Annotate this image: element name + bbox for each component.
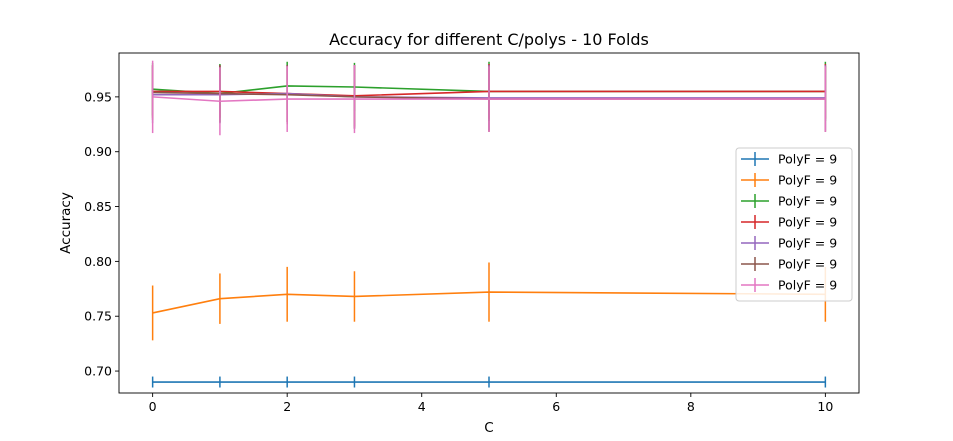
y-tick-label: 0.90 (84, 144, 112, 159)
legend-item[interactable]: PolyF = 9 (741, 194, 837, 209)
legend-item[interactable]: PolyF = 9 (741, 236, 837, 251)
x-axis-label: C (484, 420, 493, 436)
series-7 (151, 60, 827, 136)
legend-box (735, 147, 853, 302)
y-tick-label: 0.80 (84, 254, 112, 269)
legend-label: PolyF = 9 (778, 173, 837, 188)
y-axis: 0.70 0.75 0.80 0.85 0.90 0.95 (84, 89, 119, 379)
plot-frame (118, 52, 860, 394)
legend-label: PolyF = 9 (778, 215, 837, 230)
legend-label: PolyF = 9 (778, 236, 837, 251)
series-line (152, 291, 826, 314)
legend-item[interactable]: PolyF = 9 (741, 173, 837, 188)
y-tick-label: 0.85 (84, 199, 112, 214)
x-tick-label: 6 (552, 399, 560, 414)
legend-label: PolyF = 9 (778, 152, 837, 167)
x-tick-label: 0 (149, 399, 157, 414)
y-tick-label: 0.75 (84, 309, 112, 324)
x-tick-label: 8 (687, 399, 695, 414)
legend[interactable]: PolyF = 9 PolyF = 9 PolyF = 9 PolyF = 9 Poly… (735, 147, 853, 302)
legend-item[interactable]: PolyF = 9 (741, 278, 837, 293)
y-tick-label: 0.70 (84, 364, 112, 379)
chart-title: Accuracy for different C/polys - 10 Fold… (329, 30, 649, 49)
legend-item[interactable]: PolyF = 9 (741, 215, 837, 230)
series-line (152, 96, 826, 103)
legend-item[interactable]: PolyF = 9 (741, 257, 837, 272)
legend-label: PolyF = 9 (778, 278, 837, 293)
legend-label: PolyF = 9 (778, 257, 837, 272)
series-1 (151, 376, 827, 388)
y-tick-label: 0.95 (84, 89, 112, 104)
x-tick-label: 10 (817, 399, 833, 414)
x-axis: 0 2 4 6 8 10 (149, 393, 833, 414)
series-layer (151, 60, 827, 388)
series-2 (151, 262, 827, 341)
x-tick-label: 2 (283, 399, 291, 414)
y-axis-label: Accuracy (58, 192, 74, 254)
legend-label: PolyF = 9 (778, 194, 837, 209)
x-tick-label: 4 (418, 399, 426, 414)
legend-item[interactable]: PolyF = 9 (741, 152, 837, 167)
